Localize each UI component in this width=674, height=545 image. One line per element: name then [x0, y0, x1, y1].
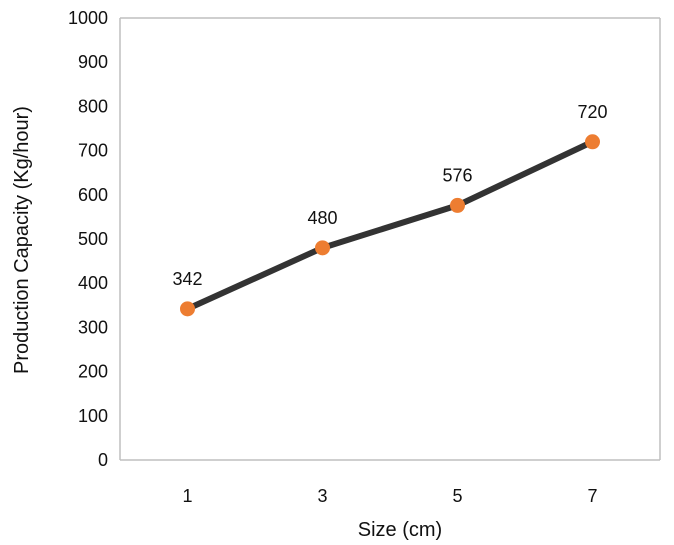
x-tick-label: 7 — [587, 486, 597, 506]
x-tick-label: 5 — [452, 486, 462, 506]
data-point — [585, 134, 600, 150]
y-tick-label: 900 — [78, 52, 108, 72]
data-label: 576 — [442, 165, 472, 185]
y-tick-label: 200 — [78, 362, 108, 382]
series-line — [184, 138, 596, 312]
y-axis-title: Production Capacity (Kg/hour) — [11, 106, 33, 374]
data-label: 342 — [172, 269, 202, 289]
plot-area — [119, 17, 661, 461]
y-tick-label: 600 — [78, 185, 108, 205]
data-label: 480 — [307, 208, 337, 228]
data-point — [315, 240, 330, 256]
markers-layer — [180, 134, 600, 317]
y-tick-label: 800 — [78, 96, 108, 116]
y-tick-label: 700 — [78, 141, 108, 161]
x-axis-title: Size (cm) — [358, 519, 442, 541]
series-layer — [184, 138, 596, 312]
y-tick-label: 300 — [78, 317, 108, 337]
y-tick-labels: 0 100 200 300 400 500 600 700 800 900 1000 — [68, 8, 108, 470]
y-tick-label: 400 — [78, 273, 108, 293]
data-point — [450, 197, 465, 213]
y-tick-label: 1000 — [68, 8, 108, 28]
data-labels: 342 480 576 720 — [172, 102, 607, 289]
y-tick-label: 500 — [78, 229, 108, 249]
x-tick-label: 1 — [182, 486, 192, 506]
y-tick-label: 0 — [98, 450, 108, 470]
y-tick-label: 100 — [78, 406, 108, 426]
x-tick-label: 3 — [317, 486, 327, 506]
data-point — [180, 301, 195, 317]
data-label: 720 — [577, 102, 607, 122]
x-tick-labels: 1 3 5 7 — [182, 486, 597, 506]
